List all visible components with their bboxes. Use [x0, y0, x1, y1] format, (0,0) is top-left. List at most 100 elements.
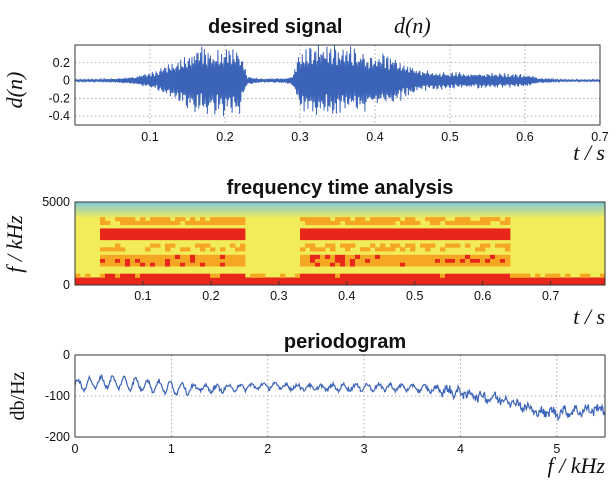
spectrogram-cell: [365, 273, 371, 278]
spectrogram-x-tick-label: 0.7: [542, 289, 559, 303]
spectrogram-cell: [350, 254, 356, 259]
spectrogram-cell: [440, 258, 446, 263]
spectrogram-cell: [350, 258, 356, 263]
spectrogram-cell: [435, 254, 441, 259]
spectrogram-cell: [340, 228, 346, 233]
spectrogram-cell: [100, 217, 106, 222]
spectrogram-cell: [155, 262, 161, 267]
spectrogram-cell: [235, 217, 241, 222]
spectrogram-cell: [395, 232, 401, 237]
signal-plot-frame: [74, 44, 601, 126]
spectrogram-cell: [480, 235, 486, 241]
signal-y-tick-label: -0.4: [48, 109, 70, 123]
spectrogram-cell: [485, 281, 491, 285]
spectrogram-cell: [330, 262, 336, 267]
spectrogram-cell: [305, 228, 311, 233]
spectrogram-cell: [205, 254, 211, 259]
spectrogram-y-label: f / kHz: [2, 215, 27, 273]
spectrogram-cell: [235, 281, 241, 285]
spectrogram-cell: [150, 217, 156, 222]
spectrogram-cell: [475, 232, 481, 237]
spectrogram-cell: [310, 258, 316, 263]
spectrogram-cell: [385, 281, 391, 285]
spectrogram-cell: [130, 258, 136, 263]
spectrogram-cell: [495, 235, 501, 241]
spectrogram-cell: [385, 217, 391, 222]
spectrogram-cell: [495, 258, 501, 263]
spectrogram-cell: [390, 247, 396, 252]
spectrogram-cell: [525, 277, 531, 282]
spectrogram-cell: [340, 232, 346, 237]
spectrogram-cell: [455, 228, 461, 233]
spectrogram-cell: [200, 217, 206, 222]
spectrogram-cell: [315, 258, 321, 263]
spectrogram-cell: [115, 232, 121, 237]
spectrogram-cell: [560, 277, 566, 282]
spectrogram-cell: [110, 254, 116, 259]
spectrogram-cell: [305, 217, 311, 222]
spectrogram-cell: [310, 254, 316, 259]
spectrogram-cell: [510, 277, 516, 282]
spectrogram-cell: [310, 235, 316, 241]
spectrogram-cell: [315, 273, 321, 278]
spectrogram-cell: [200, 273, 206, 278]
spectrogram-cell: [475, 273, 481, 278]
spectrogram-cell: [210, 258, 216, 263]
spectrogram-cell: [320, 277, 326, 282]
spectrogram-cell: [80, 277, 86, 282]
spectrogram-cell: [310, 232, 316, 237]
spectrogram-panel: frequency time analysis 0.1 0.2 0.3 0.4 0.5 0…: [2, 177, 606, 329]
spectrogram-cell: [520, 281, 526, 285]
spectrogram-cell: [500, 254, 506, 259]
spectrogram-cell: [75, 277, 81, 282]
spectrogram-cell: [415, 235, 421, 241]
spectrogram-cell: [460, 254, 466, 259]
spectrogram-cell: [115, 247, 121, 252]
spectrogram-cell: [370, 235, 376, 241]
spectrogram-cell: [395, 281, 401, 285]
spectrogram-cell: [355, 220, 361, 226]
spectrogram-cell: [415, 220, 421, 226]
spectrogram-cell: [310, 228, 316, 233]
spectrogram-cell: [335, 258, 341, 263]
spectrogram-cell: [490, 281, 496, 285]
periodogram-x-tick-label: 1: [168, 442, 175, 456]
spectrogram-cell: [405, 217, 411, 222]
spectrogram-cell: [410, 235, 416, 241]
spectrogram-image: [75, 202, 605, 285]
spectrogram-cell: [555, 277, 561, 282]
spectrogram-cell: [390, 258, 396, 263]
spectrogram-cell: [75, 273, 81, 278]
spectrogram-cell: [220, 232, 226, 237]
spectrogram-cell: [235, 247, 241, 252]
spectrogram-cell: [380, 277, 386, 282]
spectrogram-cell: [180, 277, 186, 282]
periodogram-series: [74, 374, 606, 422]
spectrogram-cell: [395, 243, 401, 248]
spectrogram-cell: [505, 254, 511, 259]
spectrogram-cell: [305, 273, 311, 278]
spectrogram-cell: [500, 281, 506, 285]
spectrogram-cell: [425, 247, 431, 252]
spectrogram-cell: [175, 262, 181, 267]
spectrogram-cell: [100, 254, 106, 259]
spectrogram-cell: [450, 235, 456, 241]
spectrogram-cell: [325, 277, 331, 282]
spectrogram-cell: [415, 273, 421, 278]
signal-x-tick-label: 0.6: [516, 130, 533, 144]
spectrogram-cell: [470, 235, 476, 241]
spectrogram-cell: [310, 281, 316, 285]
spectrogram-cell: [430, 254, 436, 259]
spectrogram-cell: [465, 243, 471, 248]
spectrogram-cell: [295, 281, 301, 285]
spectrogram-cell: [225, 220, 231, 226]
spectrogram-cell: [360, 232, 366, 237]
spectrogram-cell: [270, 277, 276, 282]
spectrogram-cell: [220, 235, 226, 241]
spectrogram-cell: [260, 277, 266, 282]
spectrogram-cell: [350, 243, 356, 248]
spectrogram-cell: [150, 262, 156, 267]
spectrogram-cell: [460, 232, 466, 237]
spectrogram-cell: [505, 232, 511, 237]
spectrogram-cell: [335, 262, 341, 267]
